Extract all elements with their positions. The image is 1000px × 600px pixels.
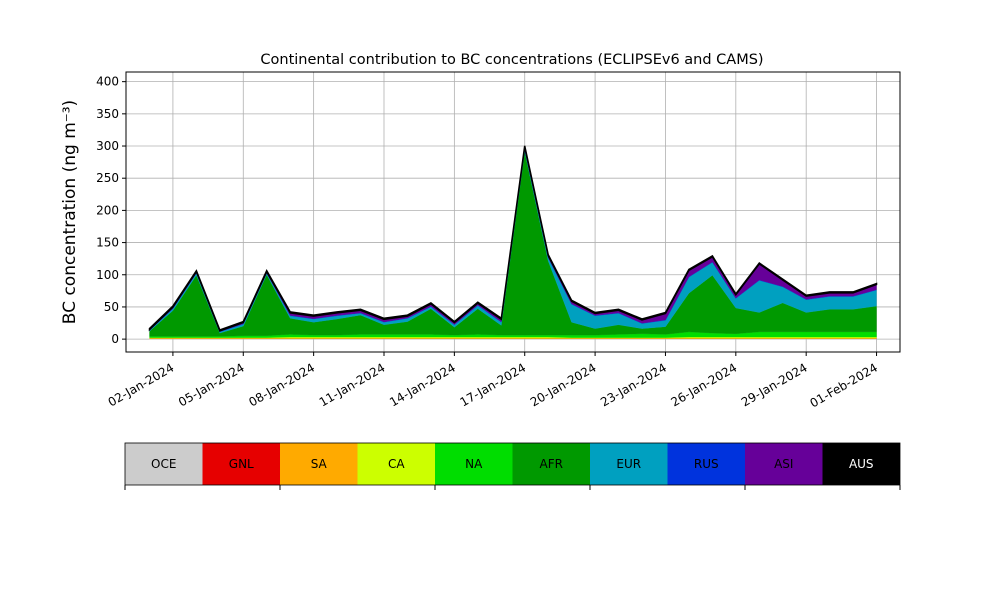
y-tick-label: 50 xyxy=(104,300,119,314)
y-axis-label: BC concentration (ng m⁻³) xyxy=(60,100,80,324)
x-tick-label: 11-Jan-2024 xyxy=(317,360,388,409)
legend-label: AFR xyxy=(540,457,563,471)
legend-item: EUR xyxy=(590,443,668,485)
legend-swatch xyxy=(745,443,823,485)
legend-label: NA xyxy=(465,457,483,471)
x-tick-label: 05-Jan-2024 xyxy=(176,360,247,409)
legend-item: AUS xyxy=(822,443,900,485)
legend-frame xyxy=(124,442,901,486)
legend-label: AUS xyxy=(849,457,874,471)
y-tick-label: 150 xyxy=(96,236,119,250)
legend-item: AFR xyxy=(512,443,590,485)
x-tick-label: 23-Jan-2024 xyxy=(598,360,669,409)
legend-item: CA xyxy=(357,443,435,485)
y-tick-label: 350 xyxy=(96,107,119,121)
chart-title: Continental contribution to BC concentra… xyxy=(260,52,763,68)
legend-label: SA xyxy=(311,457,328,471)
legend-swatch xyxy=(822,443,900,485)
legend-swatch xyxy=(202,443,280,485)
x-tick-label: 20-Jan-2024 xyxy=(528,360,599,409)
legend-swatch xyxy=(667,443,745,485)
y-tick-label: 300 xyxy=(96,139,119,153)
legend-swatch xyxy=(357,443,435,485)
legend-label: RUS xyxy=(694,457,719,471)
y-tick-label: 400 xyxy=(96,75,119,89)
legend-item: GNL xyxy=(202,443,280,485)
legend-label: OCE xyxy=(151,457,176,471)
x-tick-label: 08-Jan-2024 xyxy=(246,360,317,409)
legend-swatch xyxy=(125,443,203,485)
y-tick-label: 250 xyxy=(96,171,119,185)
legend-item: RUS xyxy=(667,443,745,485)
legend-label: EUR xyxy=(616,457,641,471)
legend-label: ASI xyxy=(774,457,793,471)
areas xyxy=(148,145,878,340)
legend-label: GNL xyxy=(229,457,254,471)
y-tick-label: 200 xyxy=(96,203,119,217)
x-tick-label: 26-Jan-2024 xyxy=(669,360,740,409)
legend-item: OCE xyxy=(125,443,203,485)
legend-swatch xyxy=(280,443,358,485)
x-tick-label: 14-Jan-2024 xyxy=(387,360,458,409)
legend-swatch xyxy=(435,443,513,485)
y-tick-label: 100 xyxy=(96,268,119,282)
plot-frame xyxy=(125,71,901,353)
legend-label: CA xyxy=(388,457,405,471)
legend-swatch xyxy=(590,443,668,485)
axes: 0 50 100 150 200 250 300 350 400 02-Jan-2024 05-Ja… xyxy=(96,71,901,410)
x-tick-label: 29-Jan-2024 xyxy=(739,360,810,409)
grid xyxy=(126,72,900,352)
legend-item: NA xyxy=(435,443,513,485)
x-tick-label: 02-Jan-2024 xyxy=(106,360,177,409)
legend-item: SA xyxy=(280,443,358,485)
x-tick-label: 01-Feb-2024 xyxy=(807,360,880,410)
x-tick-label: 17-Jan-2024 xyxy=(457,360,528,409)
area xyxy=(148,145,878,332)
legend-item: ASI xyxy=(745,443,823,485)
y-tick-label: 0 xyxy=(111,332,119,346)
legend-swatch xyxy=(512,443,590,485)
